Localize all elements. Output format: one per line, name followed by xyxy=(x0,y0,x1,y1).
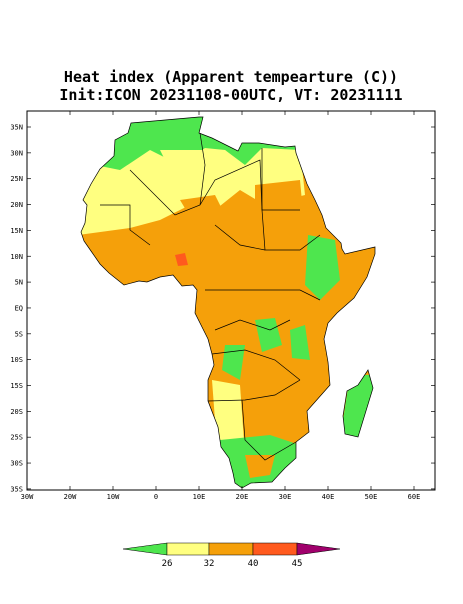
longitude-labels: 30W 20W 10W 0 10E 20E 30E 40E 50E 60E xyxy=(21,111,421,501)
lat-label: 30S xyxy=(10,460,23,468)
lat-label: 15N xyxy=(10,227,23,235)
title: Heat index (Apparent tempearture (C)) xyxy=(64,68,398,86)
lon-label: 20E xyxy=(236,493,249,501)
lon-label: 10W xyxy=(107,493,120,501)
lon-label: 20W xyxy=(64,493,77,501)
lon-label: 30W xyxy=(21,493,34,501)
colorbar-label: 26 xyxy=(162,559,173,569)
lat-label: 25S xyxy=(10,434,23,442)
lat-label: 25N xyxy=(10,175,23,183)
lat-label: 20S xyxy=(10,408,23,416)
lat-label: 5S xyxy=(15,330,23,338)
subtitle: Init:ICON 20231108-00UTC, VT: 20231111 xyxy=(59,86,402,104)
lon-label: 40E xyxy=(322,493,335,501)
colorbar-label: 32 xyxy=(204,559,215,569)
lon-label: 60E xyxy=(408,493,421,501)
colorbar xyxy=(122,542,341,556)
lon-label: 50E xyxy=(365,493,378,501)
latitude-labels: 35N 30N 25N 20N 15N 10N 5N EQ 5S 10S 15S 20S 25S 30S 3… xyxy=(10,124,435,493)
lat-label: 10N xyxy=(10,253,23,261)
colorbar-label: 40 xyxy=(248,559,259,569)
lat-label: 5N xyxy=(15,279,23,287)
lat-label: 30N xyxy=(10,149,23,157)
colorbar-label: 45 xyxy=(292,559,303,569)
lat-label: 35N xyxy=(10,124,23,132)
lat-label: EQ xyxy=(15,304,23,312)
lon-label: 30E xyxy=(279,493,292,501)
lon-label: 0 xyxy=(154,493,158,501)
lat-label: 20N xyxy=(10,201,23,209)
lat-label: 35S xyxy=(10,485,23,493)
lon-label: 10E xyxy=(193,493,206,501)
colorbar-labels: 26 32 40 45 xyxy=(162,559,303,569)
lat-label: 10S xyxy=(10,356,23,364)
lat-label: 15S xyxy=(10,382,23,390)
borders xyxy=(80,116,376,489)
